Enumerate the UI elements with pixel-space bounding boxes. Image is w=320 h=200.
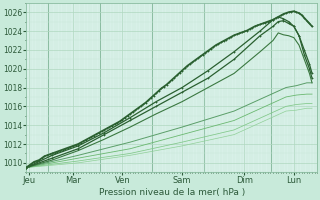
X-axis label: Pression niveau de la mer( hPa ): Pression niveau de la mer( hPa ) xyxy=(99,188,245,197)
